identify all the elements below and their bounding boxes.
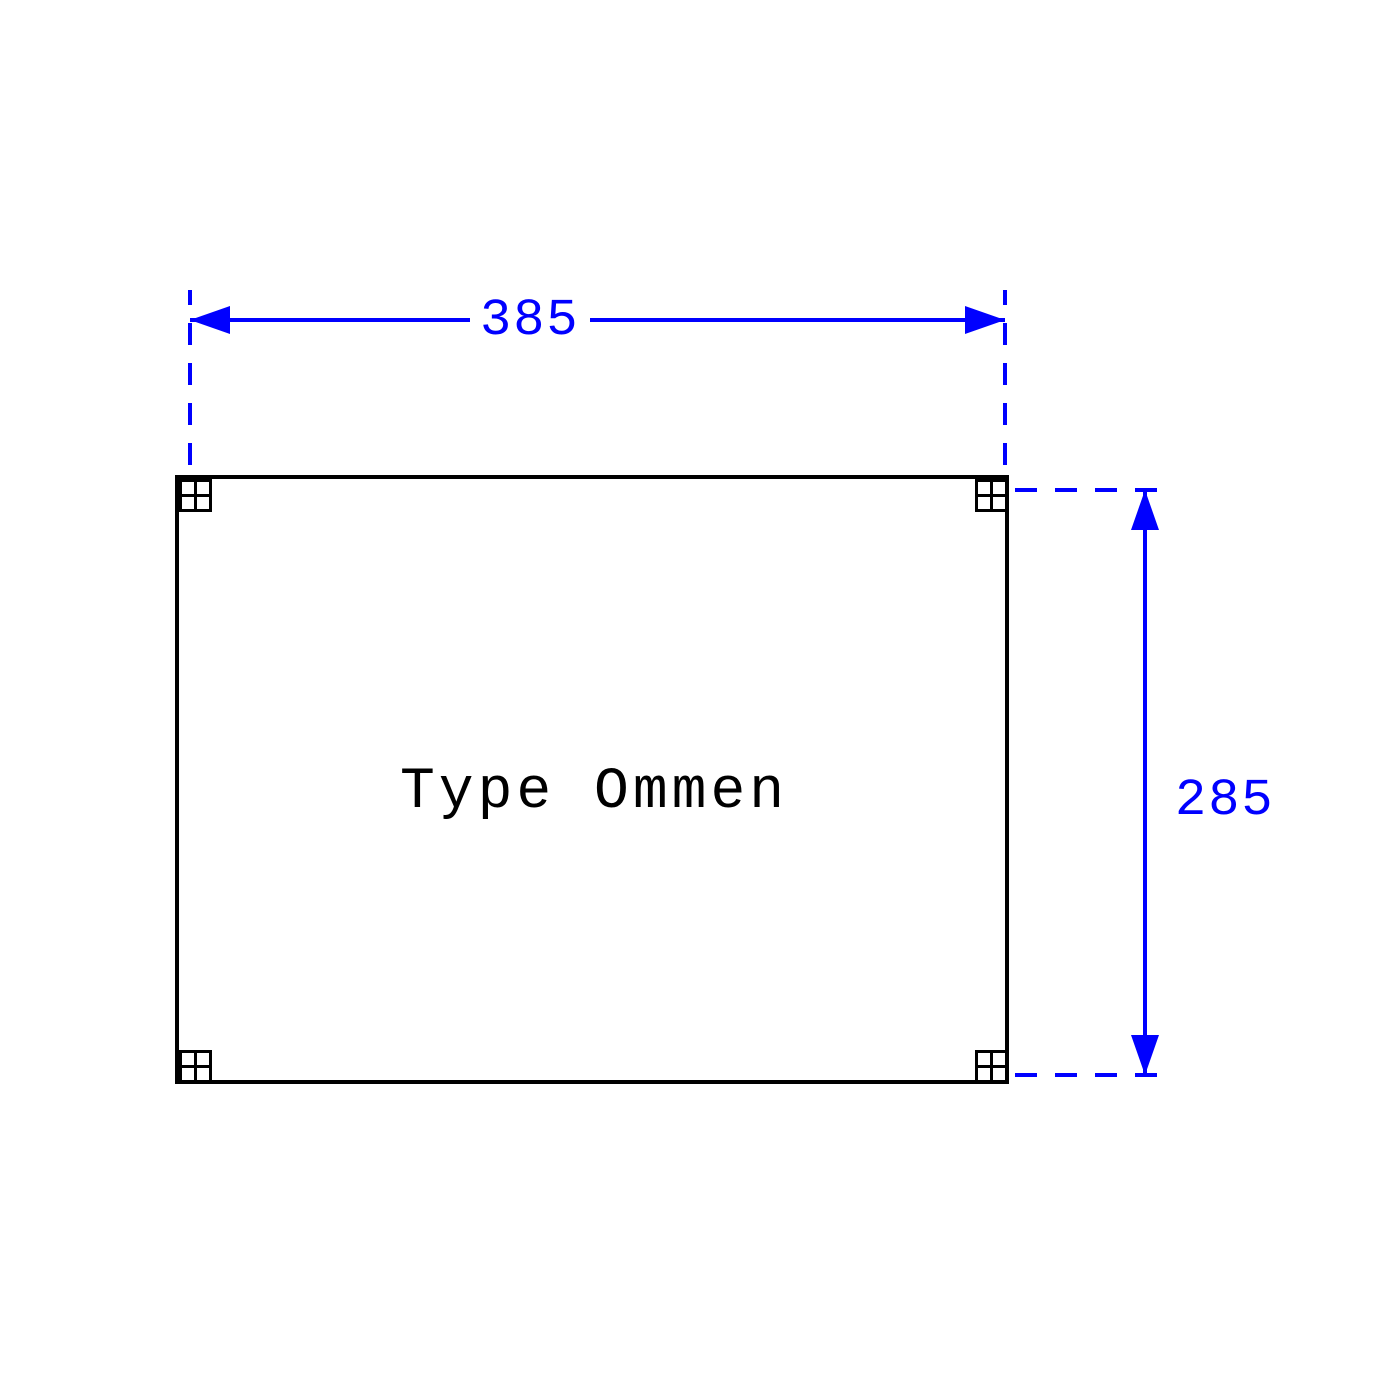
corner-box-bottom-right [975, 1050, 1008, 1083]
corner-box-top-right [975, 479, 1008, 512]
corner-box-top-left [179, 479, 212, 512]
title-label: Type Ommen [400, 760, 788, 825]
dimension-width-label: 385 [470, 291, 590, 350]
drawing-canvas: Type Ommen 285 [0, 0, 1400, 1400]
dimension-height-label: 285 [1175, 763, 1275, 838]
corner-box-bottom-left [179, 1050, 212, 1083]
